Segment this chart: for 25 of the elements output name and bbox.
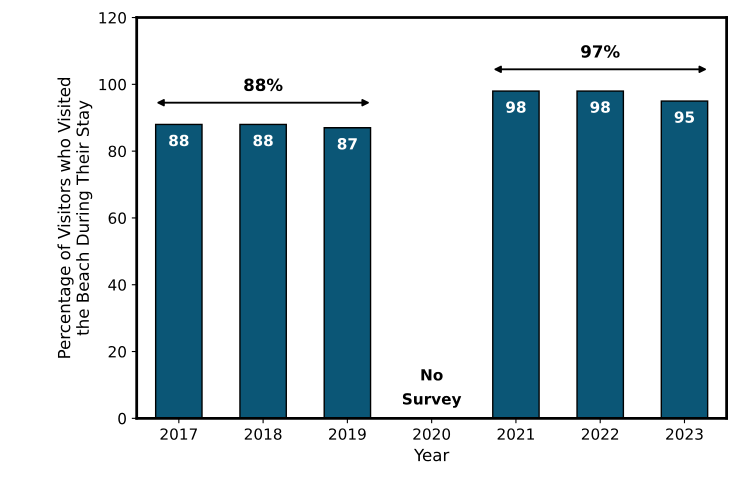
data-label: 98 (506, 101, 526, 113)
y-tick-label: 0 (118, 412, 126, 424)
x-tick-label: 2020 (413, 428, 450, 440)
x-tick-label: 2022 (582, 428, 618, 440)
y-tick-label: 60 (108, 212, 126, 224)
x-axis-title: Year (414, 448, 450, 462)
data-label: 88 (253, 134, 273, 146)
annotation: 88% (244, 78, 283, 92)
data-label: 95 (674, 111, 694, 123)
annotation: 97% (581, 45, 620, 58)
x-tick-label: 2019 (329, 428, 366, 440)
data-label: 98 (590, 101, 610, 113)
y-tick-label: 80 (108, 146, 126, 158)
x-tick-label: 2017 (160, 428, 197, 440)
data-label: 87 (338, 138, 357, 150)
annotation: No Survey (402, 369, 462, 408)
y-tick-label: 40 (108, 279, 126, 291)
y-axis-title: Percentage of Visitors who Visited the Beach During Their Stay (57, 78, 92, 358)
data-label: 88 (169, 134, 189, 146)
x-tick-label: 2021 (498, 428, 534, 440)
y-tick-label: 100 (99, 78, 126, 90)
y-tick-label: 20 (108, 346, 126, 358)
x-tick-label: 2023 (666, 428, 703, 440)
x-tick-label: 2018 (244, 428, 282, 440)
y-tick-label: 120 (99, 12, 126, 24)
